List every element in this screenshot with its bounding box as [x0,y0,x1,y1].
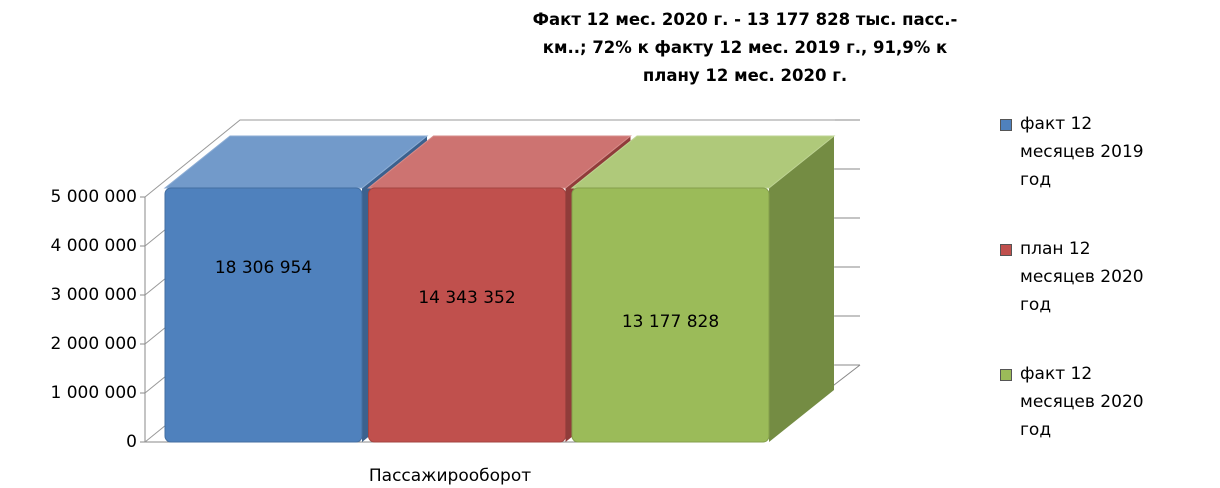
chart-title: Факт 12 мес. 2020 г. - 13 177 828 тыс. п… [532,10,958,85]
bar [164,187,363,443]
bar [571,187,770,443]
legend-swatch [1000,119,1012,131]
legend-swatch [1000,244,1012,256]
legend-label: план 12 месяцев 2020 год [1020,239,1144,315]
data-label: 13 177 828 [622,312,719,332]
legend-label: факт 12 месяцев 2019 год [1020,114,1144,190]
grid-line [144,119,860,198]
bar-side [769,136,834,442]
legend-item: факт 12 месяцев 2020 год [1000,360,1220,444]
y-tick-label: 3 000 000 [50,285,137,305]
x-tick-label: Пассажирооборот [369,466,531,486]
legend-item: план 12 месяцев 2020 год [1000,235,1220,319]
bar [368,187,566,443]
y-tick-label: 1 000 000 [50,383,137,403]
legend-label: факт 12 месяцев 2020 год [1020,364,1144,440]
legend-swatch [1000,369,1012,381]
y-tick-label: 4 000 000 [50,236,137,256]
data-label: 14 343 352 [418,288,515,308]
y-tick-label: 5 000 000 [50,187,137,207]
legend-item: факт 12 месяцев 2019 год [1000,110,1220,194]
y-tick-label: 2 000 000 [50,334,137,354]
data-label: 18 306 954 [215,258,312,278]
bars [163,135,836,443]
y-tick-label: 0 [126,432,137,452]
